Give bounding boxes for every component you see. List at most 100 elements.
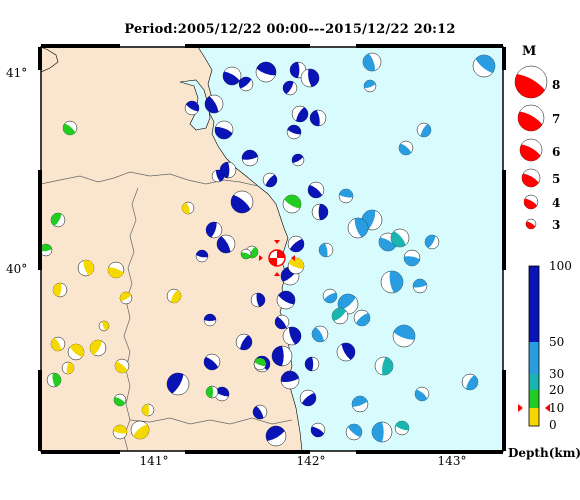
mutsu-bay bbox=[179, 79, 211, 131]
prefecture-boundary bbox=[41, 171, 259, 187]
beachball bbox=[380, 270, 404, 294]
beachball bbox=[255, 61, 277, 83]
beachball bbox=[287, 235, 305, 253]
depth-tick-20: 20 bbox=[549, 383, 565, 397]
beachball bbox=[280, 370, 300, 390]
beachball bbox=[276, 290, 296, 310]
magnitude-legend-title: M bbox=[522, 44, 537, 59]
beachball bbox=[62, 120, 78, 136]
beachball bbox=[274, 314, 290, 330]
beachball bbox=[205, 385, 219, 399]
beachball bbox=[203, 353, 221, 371]
beachball bbox=[514, 65, 548, 99]
beachball bbox=[287, 257, 305, 275]
beachball bbox=[253, 357, 267, 371]
beachball bbox=[203, 313, 217, 327]
lat-label-41: 41° bbox=[6, 66, 28, 80]
depth-legend-title: Depth(km) bbox=[508, 446, 580, 460]
beachball bbox=[311, 325, 329, 343]
beachball bbox=[390, 228, 410, 248]
map-title: Period:2005/12/22 00:00---2015/12/22 20:… bbox=[124, 22, 456, 37]
beachball bbox=[184, 100, 200, 116]
shimokita-peninsula bbox=[41, 47, 59, 73]
depth-tick-0: 0 bbox=[549, 418, 557, 432]
mag-label-4: 4 bbox=[552, 196, 561, 210]
beachball bbox=[461, 373, 479, 391]
depth-tick-10: 10 bbox=[549, 401, 565, 415]
beachball bbox=[351, 395, 369, 413]
lon-label-143: 143° bbox=[437, 454, 467, 468]
beachball bbox=[41, 243, 53, 257]
beachball bbox=[89, 339, 107, 357]
mag-label-8: 8 bbox=[552, 78, 561, 92]
beachball bbox=[52, 282, 68, 298]
beachball bbox=[282, 326, 302, 346]
beachball bbox=[252, 404, 268, 420]
beachball bbox=[521, 168, 541, 188]
beachball bbox=[362, 52, 382, 72]
beachball bbox=[282, 80, 298, 96]
beachball bbox=[374, 356, 394, 376]
beachball bbox=[271, 345, 293, 367]
mag-label-6: 6 bbox=[552, 145, 561, 159]
beachball bbox=[371, 421, 393, 443]
beachball bbox=[336, 342, 356, 362]
depth-colorbar bbox=[518, 265, 550, 427]
beachball bbox=[519, 138, 543, 162]
beachball bbox=[130, 420, 150, 440]
beachball bbox=[392, 324, 416, 348]
beachball bbox=[222, 66, 242, 86]
magnitude-legend bbox=[514, 65, 548, 230]
depth-tick-100: 100 bbox=[549, 259, 572, 273]
beachball bbox=[412, 278, 428, 294]
beachball bbox=[286, 124, 302, 140]
beachball bbox=[300, 68, 320, 88]
beachball bbox=[299, 389, 317, 407]
beachball bbox=[338, 188, 354, 204]
beachball bbox=[424, 234, 440, 250]
beachball bbox=[416, 122, 432, 138]
earthquake-markers bbox=[41, 52, 496, 447]
beachball bbox=[472, 54, 496, 78]
beachball bbox=[112, 424, 128, 440]
beachball bbox=[61, 361, 75, 375]
beachball bbox=[525, 218, 537, 230]
beachball bbox=[67, 343, 85, 361]
beachball bbox=[318, 242, 334, 258]
beachball bbox=[523, 194, 539, 210]
beachball bbox=[114, 358, 130, 374]
beachball bbox=[77, 259, 95, 277]
beachball bbox=[345, 423, 363, 441]
beachball bbox=[353, 309, 371, 327]
beachball bbox=[265, 425, 287, 447]
beachball bbox=[282, 194, 302, 214]
beachball bbox=[113, 393, 127, 407]
lon-label-141: 141° bbox=[139, 454, 169, 468]
beachball bbox=[322, 288, 338, 304]
beachball bbox=[403, 249, 421, 267]
beachball bbox=[216, 234, 236, 254]
beachball bbox=[311, 203, 329, 221]
beachball bbox=[214, 120, 234, 140]
beachball bbox=[310, 422, 326, 438]
beachball bbox=[241, 149, 259, 167]
depth-tick-30: 30 bbox=[549, 367, 565, 381]
prefecture-boundary bbox=[129, 417, 293, 425]
beachball bbox=[240, 248, 252, 260]
mag-label-7: 7 bbox=[552, 112, 561, 126]
beachball bbox=[230, 190, 254, 214]
beachball bbox=[50, 212, 66, 228]
beachball bbox=[98, 320, 110, 332]
prefecture-boundary bbox=[123, 187, 139, 451]
beachball bbox=[205, 221, 223, 239]
beachball bbox=[204, 94, 224, 114]
beachball bbox=[50, 336, 66, 352]
beachball bbox=[414, 386, 430, 402]
beachball bbox=[235, 333, 253, 351]
beachball bbox=[107, 261, 125, 279]
beachball bbox=[309, 109, 327, 127]
beachball bbox=[238, 76, 254, 92]
beachball bbox=[291, 105, 309, 123]
beachball bbox=[331, 307, 349, 325]
beachball bbox=[304, 356, 320, 372]
